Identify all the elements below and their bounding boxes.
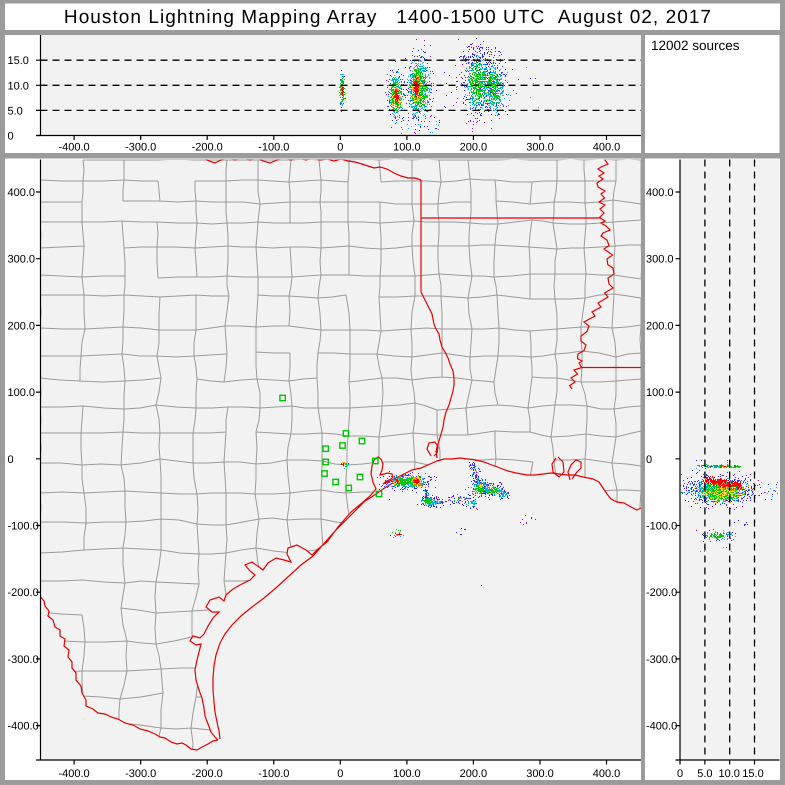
svg-text:300.0: 300.0 — [8, 254, 36, 266]
svg-text:-400.0: -400.0 — [58, 142, 89, 154]
svg-text:0: 0 — [677, 768, 683, 780]
svg-text:200.0: 200.0 — [646, 320, 674, 332]
svg-text:200.0: 200.0 — [8, 320, 36, 332]
svg-text:400.0: 400.0 — [8, 187, 36, 199]
svg-text:-200.0: -200.0 — [192, 142, 223, 154]
svg-text:0: 0 — [337, 142, 343, 154]
svg-text:400.0: 400.0 — [593, 768, 621, 780]
svg-text:15.0: 15.0 — [742, 768, 763, 780]
svg-text:-100.0: -100.0 — [258, 768, 289, 780]
svg-text:-400.0: -400.0 — [8, 721, 39, 733]
svg-text:100.0: 100.0 — [393, 768, 421, 780]
svg-text:-400.0: -400.0 — [646, 721, 677, 733]
svg-text:300.0: 300.0 — [526, 768, 554, 780]
svg-text:0: 0 — [646, 454, 652, 466]
svg-text:-300.0: -300.0 — [125, 142, 156, 154]
svg-text:12002 sources: 12002 sources — [651, 38, 740, 53]
svg-text:0: 0 — [8, 454, 14, 466]
svg-text:-300.0: -300.0 — [646, 654, 677, 666]
svg-text:Houston Lightning Mapping Arra: Houston Lightning Mapping Array 1400-150… — [64, 7, 712, 28]
svg-text:5.0: 5.0 — [8, 105, 23, 117]
svg-text:100.0: 100.0 — [8, 387, 36, 399]
svg-text:200.0: 200.0 — [460, 768, 488, 780]
svg-text:-100.0: -100.0 — [8, 521, 39, 533]
svg-text:300.0: 300.0 — [646, 254, 674, 266]
svg-text:-100.0: -100.0 — [646, 521, 677, 533]
svg-text:0: 0 — [337, 768, 343, 780]
svg-text:100.0: 100.0 — [646, 387, 674, 399]
svg-text:-200.0: -200.0 — [646, 587, 677, 599]
svg-text:-200.0: -200.0 — [192, 768, 223, 780]
svg-text:-300.0: -300.0 — [8, 654, 39, 666]
svg-text:10.0: 10.0 — [718, 768, 739, 780]
svg-text:-100.0: -100.0 — [258, 142, 289, 154]
svg-text:-300.0: -300.0 — [125, 768, 156, 780]
svg-text:400.0: 400.0 — [593, 142, 621, 154]
svg-text:0: 0 — [8, 131, 14, 143]
svg-text:100.0: 100.0 — [393, 142, 421, 154]
svg-text:15.0: 15.0 — [8, 55, 29, 67]
svg-text:5.0: 5.0 — [697, 768, 712, 780]
svg-text:300.0: 300.0 — [526, 142, 554, 154]
svg-text:10.0: 10.0 — [8, 80, 29, 92]
svg-text:-400.0: -400.0 — [58, 768, 89, 780]
svg-text:-200.0: -200.0 — [8, 587, 39, 599]
svg-text:400.0: 400.0 — [646, 187, 674, 199]
svg-text:200.0: 200.0 — [460, 142, 488, 154]
